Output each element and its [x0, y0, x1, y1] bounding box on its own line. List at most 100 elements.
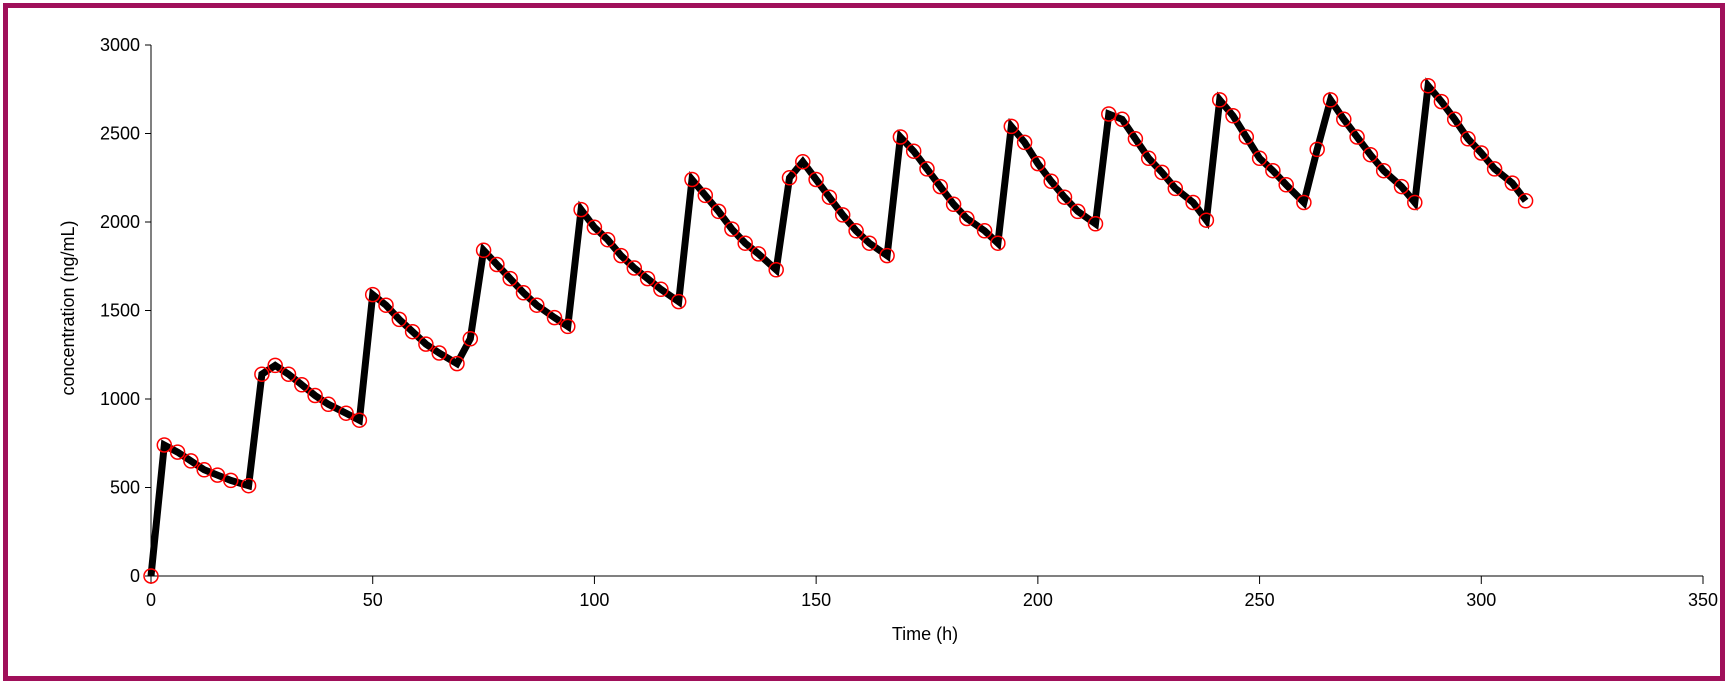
- data-point-marker: [280, 366, 297, 382]
- data-point-marker: [932, 178, 949, 195]
- data-point-marker: [879, 247, 895, 264]
- data-point-marker: [905, 143, 922, 159]
- data-point-marker: [1211, 92, 1228, 108]
- axes: [145, 44, 1704, 584]
- data-point-marker: [320, 396, 337, 413]
- chart-frame: [3, 3, 1725, 681]
- data-point-marker: [990, 235, 1006, 251]
- data-point-marker: [209, 467, 226, 483]
- data-point-marker: [1322, 92, 1339, 108]
- observed-markers: [143, 77, 1534, 584]
- data-point-marker: [546, 309, 563, 326]
- y-tick-label: 2000: [100, 212, 140, 232]
- data-point-marker: [861, 235, 878, 251]
- data-point-marker: [1251, 150, 1268, 167]
- data-point-marker: [502, 270, 518, 287]
- data-point-marker: [1003, 118, 1020, 135]
- data-point-marker: [670, 293, 687, 310]
- data-point-marker: [529, 297, 545, 313]
- x-tick-label: 300: [1466, 590, 1496, 610]
- data-point-marker: [196, 462, 212, 478]
- data-point-marker: [959, 210, 975, 227]
- data-point-marker: [684, 171, 700, 188]
- data-point-marker: [1504, 175, 1521, 191]
- tick-labels: 0 50 100 150 200 250 300 350 0 500 1000 1500 2000 250…: [100, 35, 1718, 610]
- x-tick-label: 100: [579, 590, 609, 610]
- data-point-marker: [1349, 129, 1365, 145]
- data-point-marker: [1309, 141, 1325, 158]
- y-tick-label: 500: [110, 478, 140, 498]
- y-tick-label: 2500: [100, 124, 140, 144]
- data-point-marker: [573, 201, 589, 218]
- data-point-marker: [143, 568, 159, 584]
- data-point-marker: [1336, 111, 1352, 128]
- data-point-marker: [1043, 173, 1059, 190]
- data-point-marker: [1517, 193, 1534, 209]
- data-point-marker: [254, 366, 270, 382]
- data-point-marker: [919, 161, 935, 177]
- data-point-marker: [475, 242, 492, 259]
- concentration-series-line: [147, 77, 1529, 577]
- data-point-marker: [489, 256, 505, 273]
- y-tick-label: 3000: [100, 35, 140, 55]
- data-point-marker: [1114, 111, 1130, 128]
- y-axis-title: concentration (ng/mL): [58, 220, 78, 395]
- data-point-marker: [1140, 150, 1157, 167]
- data-point-marker: [1362, 146, 1379, 163]
- data-point-marker: [586, 219, 603, 236]
- data-point-marker: [1460, 131, 1476, 147]
- data-point-marker: [223, 472, 239, 489]
- data-point-marker: [1016, 134, 1033, 151]
- data-point-marker: [848, 223, 864, 239]
- data-point-marker: [1238, 129, 1255, 145]
- data-point-marker: [1070, 203, 1086, 220]
- data-point-marker: [626, 260, 643, 276]
- data-point-marker: [1433, 93, 1450, 110]
- data-point-marker: [945, 196, 962, 213]
- x-tick-label: 150: [801, 590, 831, 610]
- data-point-marker: [462, 331, 479, 347]
- x-tick-label: 200: [1023, 590, 1053, 610]
- data-point-marker: [750, 246, 767, 262]
- data-point-marker: [1185, 194, 1201, 211]
- data-point-marker: [1265, 162, 1281, 179]
- data-point-marker: [768, 262, 784, 278]
- data-point-marker: [418, 336, 434, 352]
- data-point-marker: [294, 377, 310, 393]
- data-point-marker: [1278, 177, 1294, 193]
- data-point-marker: [697, 187, 714, 204]
- data-point-marker: [599, 231, 616, 248]
- data-point-marker: [183, 453, 199, 469]
- data-point-marker: [1473, 145, 1490, 161]
- data-point-marker: [613, 247, 629, 264]
- data-point-marker: [560, 318, 576, 335]
- concentration-line: [147, 77, 1529, 577]
- data-point-marker: [724, 221, 740, 237]
- data-point-marker: [449, 355, 465, 372]
- data-point-marker: [737, 235, 753, 251]
- data-point-marker: [653, 281, 669, 298]
- data-point-marker: [821, 189, 838, 205]
- data-point-marker: [892, 129, 909, 145]
- data-point-marker: [1486, 161, 1503, 177]
- data-point-marker: [795, 154, 811, 170]
- data-point-marker: [267, 357, 283, 374]
- data-point-marker: [378, 297, 394, 313]
- data-point-marker: [834, 207, 851, 223]
- y-tick-label: 1500: [100, 301, 140, 321]
- data-point-marker: [1420, 77, 1436, 94]
- data-point-marker: [781, 170, 798, 186]
- x-tick-label: 350: [1688, 590, 1718, 610]
- data-point-marker: [431, 345, 447, 361]
- data-point-marker: [307, 387, 323, 404]
- data-point-marker: [156, 437, 173, 453]
- data-point-marker: [1030, 155, 1046, 172]
- data-point-marker: [1446, 111, 1463, 128]
- data-point-marker: [1056, 189, 1073, 205]
- data-point-marker: [240, 477, 257, 494]
- data-point-marker: [351, 412, 368, 428]
- data-point-marker: [1375, 162, 1392, 179]
- data-point-marker: [1296, 194, 1312, 211]
- data-point-marker: [808, 171, 824, 188]
- x-tick-label: 50: [363, 590, 383, 610]
